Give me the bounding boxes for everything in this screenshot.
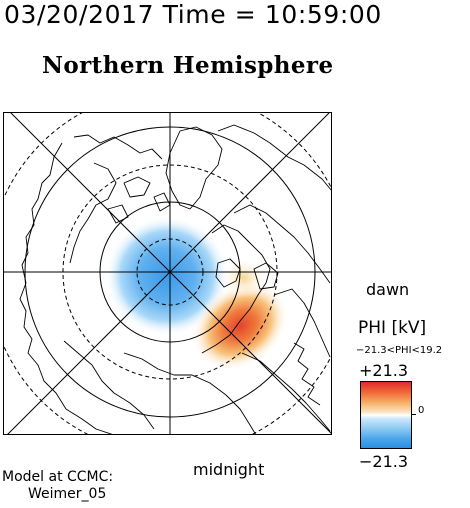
coastlines xyxy=(19,124,331,434)
meridian-grid xyxy=(4,113,331,434)
colorbar xyxy=(360,381,412,449)
coast-island-3 xyxy=(107,204,129,224)
colorbar-min-label: −21.3 xyxy=(359,452,409,471)
hemisphere-title: Northern Hemisphere xyxy=(42,52,334,79)
coast-south xyxy=(123,352,256,434)
colorbar-title: PHI [kV] xyxy=(358,318,427,338)
coast-svalbard xyxy=(215,258,241,288)
coast-eurasia-north xyxy=(201,224,271,354)
coast-east-inner xyxy=(233,204,331,284)
coast-greenland xyxy=(165,126,223,210)
midnight-label: midnight xyxy=(193,460,265,479)
model-credit-line2: Weimer_05 xyxy=(28,486,107,502)
coast-southwest xyxy=(63,340,155,430)
meridian-diagonal-2 xyxy=(7,113,330,434)
polar-map-svg xyxy=(4,113,331,434)
colorbar-zero-tick xyxy=(411,414,416,415)
colorbar-zero-label: 0 xyxy=(418,405,425,416)
datetime-title: 03/20/2017 Time = 10:59:00 xyxy=(4,0,382,29)
coast-east-edge xyxy=(293,342,321,406)
coast-southeast xyxy=(241,352,331,432)
coast-island-1 xyxy=(123,176,151,198)
dawn-label: dawn xyxy=(366,280,410,299)
colorbar-max-label: +21.3 xyxy=(359,361,409,380)
polar-map-panel xyxy=(3,112,332,435)
coast-siberia xyxy=(273,288,331,358)
coast-northeast xyxy=(217,124,331,191)
meridian-diagonal-1 xyxy=(10,113,331,434)
model-credit-line1: Model at CCMC: xyxy=(2,469,114,485)
colorbar-range: −21.3<PHI<19.2 xyxy=(356,345,443,356)
coast-west xyxy=(19,142,113,434)
coast-island-2 xyxy=(153,192,171,212)
coast-inner-left xyxy=(69,162,117,264)
positive-potential-cell xyxy=(191,281,289,371)
coast-novaya xyxy=(253,262,279,290)
positive-potential-fringe xyxy=(220,258,268,298)
coast-northwest xyxy=(73,134,163,160)
